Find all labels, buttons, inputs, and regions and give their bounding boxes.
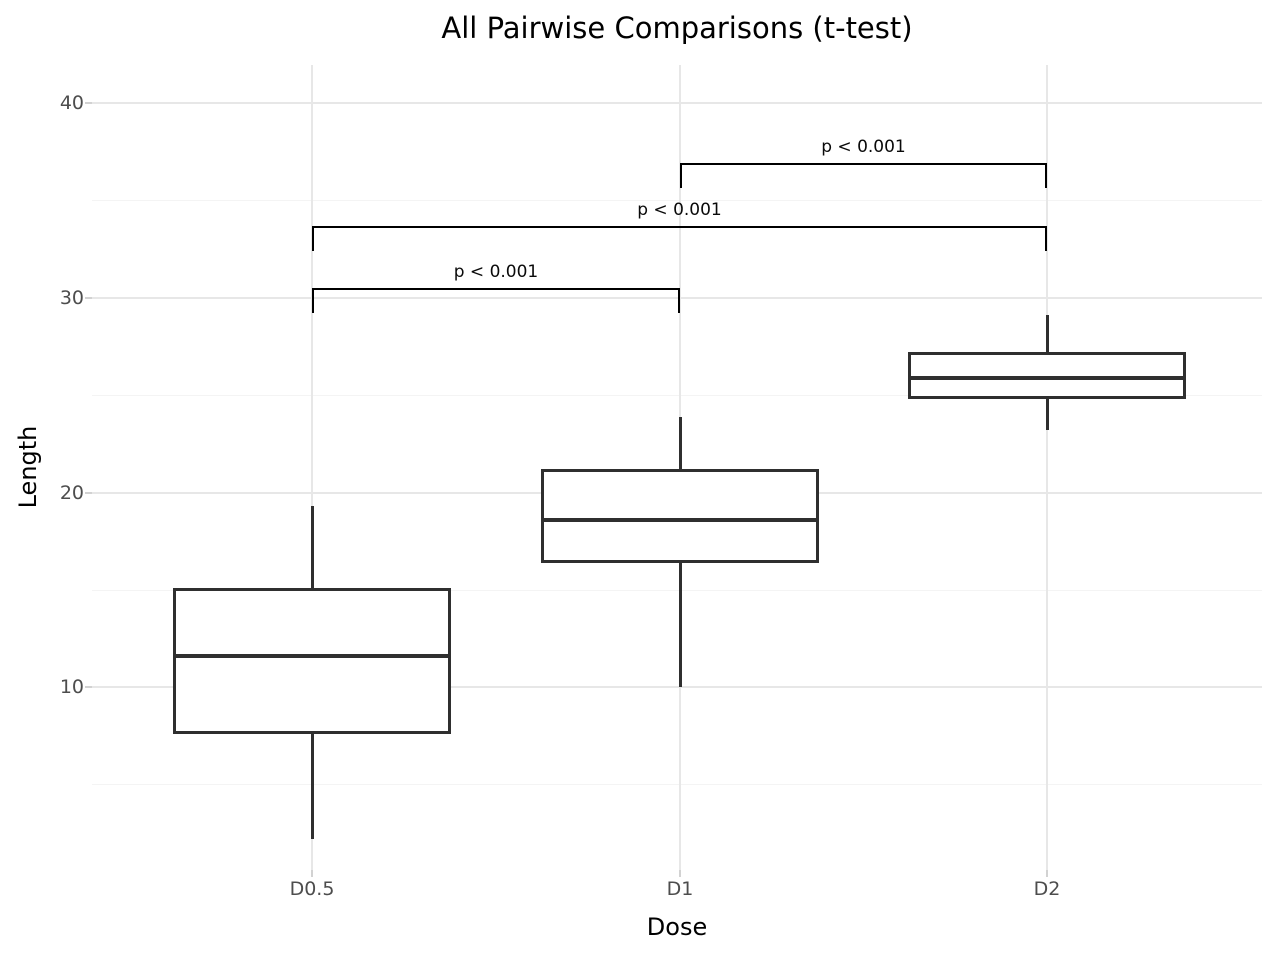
x-tick-label-D0.5: D0.5 [289,878,335,900]
bracket-top-D0.5-D2 [312,226,1047,228]
y-tick-mark-30 [85,296,92,299]
bracket-left-tick-D0.5-D2 [312,226,314,251]
y-tick-label-10: 10 [59,676,84,699]
y-tick-mark-40 [85,102,92,104]
chart-title: All Pairwise Comparisons (t-test) [441,11,913,45]
median-D0.5 [173,654,451,659]
x-tick-mark-D1 [679,870,681,877]
y-tick-mark-20 [85,491,92,494]
x-tick-mark-D2 [1046,870,1048,877]
y-tick-label-30: 30 [59,286,84,309]
bracket-left-tick-D0.5-D1 [312,288,314,313]
median-D1 [541,517,819,522]
y-major-gridline-40 [92,102,1262,104]
bracket-right-tick-D0.5-D1 [678,288,680,313]
box-D1 [541,469,819,563]
pvalue-label-D0.5-D2: p < 0.001 [637,200,722,220]
x-tick-label-D1: D1 [666,878,694,900]
x-gridline-D2 [1046,65,1048,870]
x-gridline-D0.5 [311,65,313,870]
x-tick-mark-D0.5 [311,870,313,877]
y-tick-label-20: 20 [59,481,84,504]
bracket-left-tick-D1-D2 [680,163,682,188]
x-tick-label-D2: D2 [1033,878,1061,900]
y-minor-gridline-5 [92,784,1262,786]
bracket-top-D1-D2 [680,163,1047,165]
y-minor-gridline-25 [92,394,1262,396]
y-tick-mark-10 [85,686,92,689]
median-D2 [908,375,1186,380]
y-tick-label-40: 40 [59,92,84,114]
bracket-right-tick-D0.5-D2 [1045,226,1047,251]
y-major-gridline-30 [92,296,1262,299]
bracket-top-D0.5-D1 [312,288,680,290]
bracket-right-tick-D1-D2 [1045,163,1047,188]
x-axis-title: Dose [646,913,708,941]
pvalue-label-D0.5-D1: p < 0.001 [453,262,539,282]
box-D0.5 [173,588,451,735]
y-minor-gridline-35 [92,199,1262,201]
y-minor-gridline-15 [92,589,1262,591]
pvalue-label-D1-D2: p < 0.001 [821,137,906,157]
y-major-gridline-10 [92,686,1262,689]
